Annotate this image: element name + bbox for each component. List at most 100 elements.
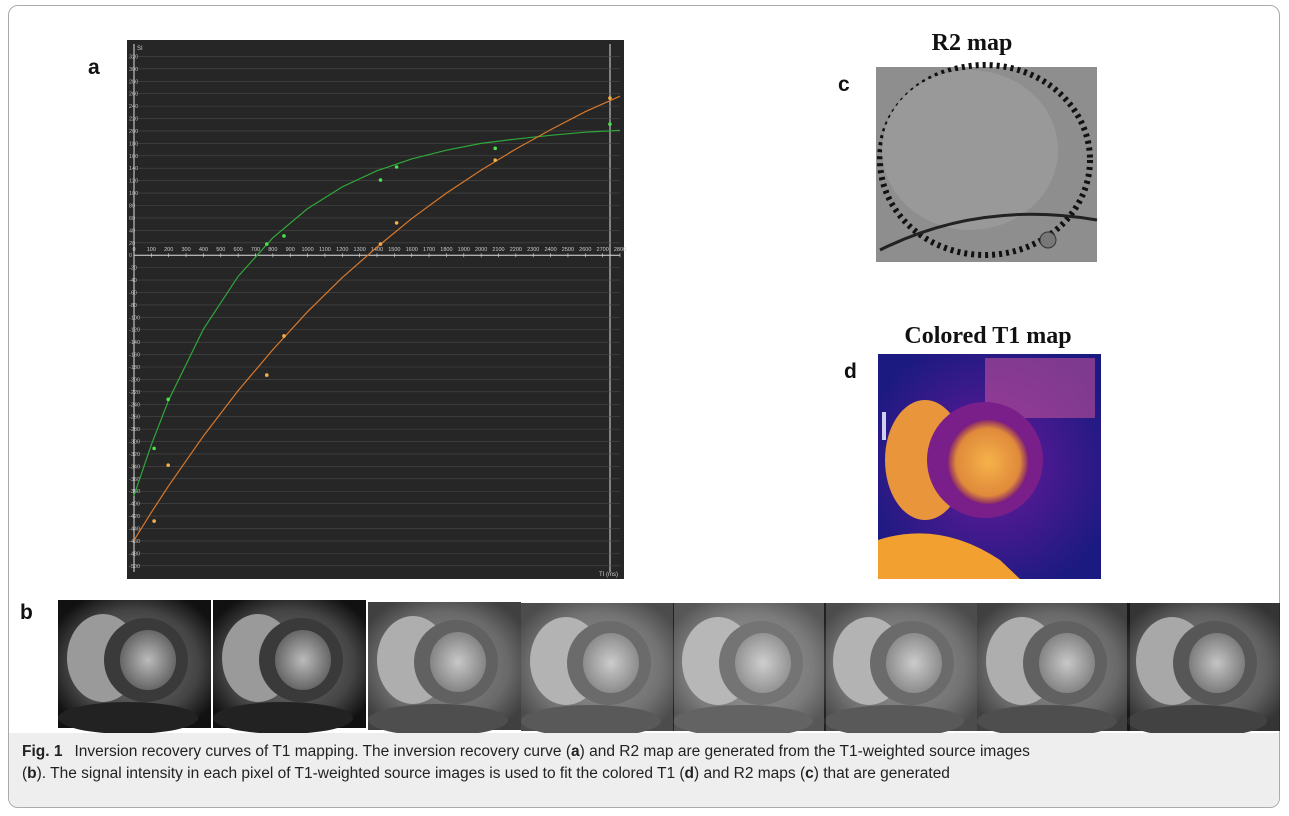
y-tick-label: -100 [129, 315, 140, 321]
source-image [824, 603, 977, 737]
y-tick-label: 60 [129, 216, 135, 222]
caption-text: ) and R2 map are generated from the T1-w… [579, 743, 1030, 760]
y-tick-label: -400 [129, 502, 140, 508]
data-point [378, 242, 383, 246]
x-tick-label: 800 [268, 247, 277, 253]
source-image [58, 600, 211, 734]
x-tick-label: 500 [216, 247, 225, 253]
y-tick-label: -240 [129, 402, 140, 408]
y-tick-label: -40 [129, 278, 137, 284]
r2-map-image [876, 62, 1098, 262]
y-tick-label: -260 [129, 415, 140, 421]
plot-background [127, 40, 624, 579]
data-point [264, 242, 269, 246]
caption-text: ). The signal intensity in each pixel of… [36, 765, 685, 782]
x-tick-label: 2100 [492, 247, 504, 253]
caption-text: c [805, 765, 814, 782]
y-tick-label: 0 [129, 253, 132, 259]
y-tick-label: -440 [129, 527, 140, 533]
x-tick-label: 1600 [406, 247, 418, 253]
y-tick-label: -280 [129, 427, 140, 433]
x-tick-label: 600 [234, 247, 243, 253]
data-point [493, 158, 498, 162]
figure-frame [8, 5, 1280, 808]
x-tick-label: 1400 [371, 247, 383, 253]
y-tick-label: 80 [129, 204, 135, 210]
x-tick-label: 700 [251, 247, 260, 253]
x-tick-label: 100 [147, 247, 156, 253]
panel-label: b [20, 601, 33, 624]
caption-text: Fig. 1 [22, 743, 63, 760]
y-tick-label: -60 [129, 290, 137, 296]
source-image [1127, 603, 1280, 737]
panel-label: d [844, 360, 857, 383]
y-tick-label: -360 [129, 477, 140, 483]
x-tick-label: 1900 [458, 247, 470, 253]
x-tick-label: 2600 [579, 247, 591, 253]
y-tick-label: -160 [129, 353, 140, 359]
x-tick-label: 2400 [544, 247, 556, 253]
panel-label: a [88, 56, 100, 79]
source-image [368, 602, 521, 736]
data-point [394, 221, 399, 225]
y-tick-label: -120 [129, 328, 140, 334]
x-tick-label: 1200 [336, 247, 348, 253]
x-tick-label: 1300 [354, 247, 366, 253]
x-tick-label: 1000 [301, 247, 313, 253]
x-tick-label: 2700 [597, 247, 609, 253]
data-point [378, 178, 383, 182]
x-tick-label: 1100 [319, 247, 331, 253]
source-image [977, 603, 1130, 737]
data-point [152, 519, 156, 523]
data-point [152, 446, 156, 451]
caption-text: ) that are generated [813, 765, 950, 782]
x-tick-label: 900 [286, 247, 295, 253]
panel-title: Colored T1 map [904, 323, 1071, 349]
fit-curve [133, 129, 621, 496]
caption-line: Fig. 1 Inversion recovery curves of T1 ma… [22, 741, 1279, 763]
x-tick-label: 1700 [423, 247, 435, 253]
caption-text: d [684, 765, 695, 782]
x-tick-label: 2000 [475, 247, 487, 253]
y-tick-label: -500 [129, 564, 140, 570]
colored-t1-map-image [878, 354, 1101, 579]
y-tick-label: -480 [129, 551, 140, 557]
x-tick-label: 300 [181, 247, 190, 253]
x-tick-label: 2500 [562, 247, 574, 253]
fit-curve [133, 95, 621, 541]
y-tick-label: 20 [129, 241, 135, 247]
y-axis-label: SI [137, 46, 143, 52]
caption-text: ( [22, 765, 28, 782]
x-tick-label: 400 [199, 247, 208, 253]
source-image [213, 600, 366, 734]
x-tick-label: 2800 [614, 247, 626, 253]
data-point [166, 463, 170, 467]
data-point [282, 334, 286, 338]
y-tick-label: -140 [129, 340, 140, 346]
y-tick-label: -420 [129, 514, 140, 520]
y-tick-label: -460 [129, 539, 140, 545]
x-tick-label: 200 [164, 247, 173, 253]
caption-text: Inversion recovery curves of T1 mapping.… [74, 743, 571, 760]
y-tick-label: 40 [129, 228, 135, 234]
chart: -500-480-460-440-420-400-380-360-340-320… [127, 40, 626, 579]
caption-text: ) and R2 maps ( [694, 765, 806, 782]
caption-text: b [27, 765, 37, 782]
data-point [394, 165, 399, 169]
panel-title: R2 map [932, 30, 1013, 56]
y-tick-label: -300 [129, 440, 140, 446]
x-tick-label: 2200 [510, 247, 522, 253]
data-point [493, 146, 498, 151]
data-point [282, 234, 286, 238]
x-tick-label: 1500 [388, 247, 400, 253]
source-image [521, 603, 674, 737]
y-tick-label: -340 [129, 464, 140, 470]
x-axis-label: TI (ms) [599, 572, 618, 578]
y-tick-label: -20 [129, 266, 137, 272]
data-point [166, 397, 170, 402]
y-tick-label: -200 [129, 377, 140, 383]
caption: Fig. 1 Inversion recovery curves of T1 ma… [9, 733, 1279, 807]
caption-text: a [570, 743, 580, 760]
x-tick-label: 2300 [527, 247, 539, 253]
